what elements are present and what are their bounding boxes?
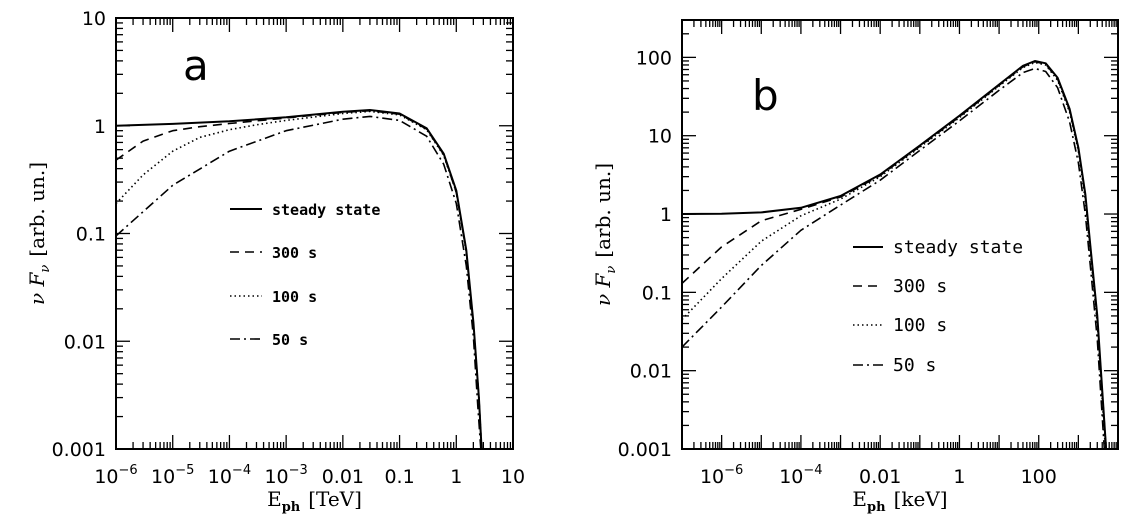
x-tick-label: 100: [1021, 466, 1057, 488]
x-tick-label: 10: [501, 466, 525, 488]
series-line-dashdot: [116, 115, 482, 449]
x-tick-label-base: 10: [208, 466, 232, 488]
x-tick-label: 10−6: [700, 463, 743, 488]
x-tick-label-base: 0.01: [322, 466, 364, 488]
x-tick-label: 0.01: [859, 466, 901, 488]
x-tick-label-base: 0.1: [384, 466, 414, 488]
x-axis-label: Eph [keV]: [852, 487, 947, 515]
x-tick-label-base: 1: [450, 466, 462, 488]
panel-label: b: [752, 71, 779, 120]
x-tick-label-exp: −3: [289, 463, 308, 478]
plot-frame: [115, 17, 514, 450]
plot-frame: [681, 19, 1119, 450]
x-tick-label-base: 1: [953, 466, 965, 488]
panel-label: a: [183, 41, 209, 90]
legend-label: 300 s: [893, 276, 947, 297]
y-axis-label-main: ν F: [25, 272, 49, 306]
y-tick-label: 0.01: [630, 361, 672, 383]
y-tick-label: 10: [82, 8, 106, 30]
y-tick-label: 10: [648, 126, 672, 148]
legend-label: 50 s: [893, 355, 936, 376]
y-axis-label: ν Fν [arb. un.]: [25, 162, 53, 305]
y-axis-label-unit: [arb. un.]: [591, 163, 615, 258]
x-tick-label-base: 10: [700, 466, 724, 488]
x-axis-label-sub: ph: [282, 500, 301, 515]
x-tick-label-exp: −4: [232, 463, 251, 478]
legend-label: steady state: [893, 237, 1023, 258]
y-axis-label: ν Fν [arb. un.]: [591, 163, 619, 306]
y-tick-label: 0.1: [642, 282, 672, 304]
x-tick-label-base: 0.01: [859, 466, 901, 488]
x-axis-label-main: E: [852, 487, 867, 511]
x-tick-label-base: 100: [1021, 466, 1057, 488]
legend-label: 100 s: [272, 288, 317, 306]
y-tick-label: 1: [660, 204, 672, 226]
y-tick-label: 0.001: [618, 439, 672, 461]
y-tick-label: 0.01: [64, 331, 106, 353]
panel-a: 10−6 10−5 10−4 10−3 0.01 0.1 1 100.0010.010.111…: [25, 8, 525, 515]
legend-label: 300 s: [272, 244, 317, 262]
x-tick-label-base: 10: [94, 466, 118, 488]
legend-label: 50 s: [272, 331, 308, 349]
series-line-dashdot: [682, 67, 1106, 449]
x-tick-label: 0.01: [322, 466, 364, 488]
x-axis-label-main: E: [267, 487, 282, 511]
y-tick-label: 100: [636, 47, 672, 69]
x-tick-label-exp: −6: [119, 463, 138, 478]
x-tick-label: 0.1: [384, 466, 414, 488]
x-tick-label: 1: [450, 466, 462, 488]
x-axis-label-unit: [TeV]: [308, 487, 362, 511]
series-line-dotted: [116, 110, 483, 449]
y-axis-label-sub: ν: [38, 265, 53, 273]
x-tick-label: 10−6: [94, 463, 137, 488]
y-tick-label: 0.1: [76, 224, 106, 246]
y-tick-label: 1: [94, 116, 106, 138]
x-tick-label: 1: [953, 466, 965, 488]
x-tick-label-base: 10: [264, 466, 288, 488]
legend-label: steady state: [272, 201, 380, 219]
series-line-dotted: [682, 61, 1107, 449]
x-axis-label-unit: [keV]: [894, 487, 948, 511]
series-line-solid: [116, 109, 483, 449]
series-line-dashed: [116, 109, 483, 449]
x-tick-label-exp: −4: [803, 463, 822, 478]
legend-label: 100 s: [893, 315, 947, 336]
x-tick-label-base: 10: [501, 466, 525, 488]
x-axis-label-sub: ph: [867, 500, 886, 515]
x-tick-label: 10−3: [264, 463, 307, 488]
y-axis-label-unit: [arb. un.]: [25, 162, 49, 257]
y-axis-label-main: ν F: [591, 273, 615, 307]
x-tick-label-base: 10: [151, 466, 175, 488]
x-axis-label: Eph [TeV]: [267, 487, 362, 515]
x-tick-label-base: 10: [779, 466, 803, 488]
x-tick-label-exp: −5: [175, 463, 194, 478]
x-tick-label: 10−4: [208, 463, 251, 488]
x-tick-label: 10−5: [151, 463, 194, 488]
y-tick-label: 0.001: [52, 439, 106, 461]
y-axis-label-sub: ν: [604, 266, 619, 274]
x-tick-label: 10−4: [779, 463, 822, 488]
x-tick-label-exp: −6: [724, 463, 743, 478]
